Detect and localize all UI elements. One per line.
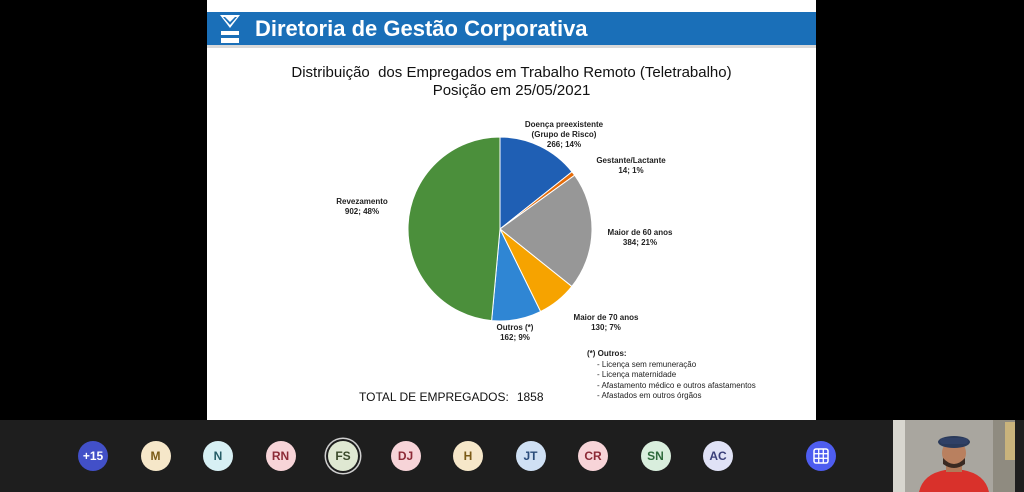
total-value: 1858 bbox=[516, 390, 544, 404]
notes-item: Afastados em outros órgãos bbox=[597, 391, 756, 402]
notes-title: (*) Outros: bbox=[587, 349, 627, 358]
slice-label-maior-70: Maior de 70 anos 130; 7% bbox=[573, 313, 639, 332]
participant-avatar[interactable]: FS bbox=[328, 441, 358, 471]
participant-avatar[interactable]: AC bbox=[703, 441, 733, 471]
notes-item: Afastamento médico e outros afastamentos bbox=[597, 381, 755, 392]
pie-slice-doenca bbox=[499, 136, 573, 231]
presentation-slide: Diretoria de Gestão Corporativa Distribu… bbox=[207, 0, 816, 420]
participant-avatar[interactable]: N bbox=[203, 441, 233, 471]
slice-label-outros: Outros (*) 162; 9% bbox=[496, 323, 534, 342]
chart-title-line-2: Posição em 25/05/2021 bbox=[432, 82, 591, 99]
gallery-view-button[interactable] bbox=[806, 441, 836, 471]
slice-label-revezamento: Revezamento 902; 48% bbox=[336, 197, 388, 216]
total-employees: TOTAL DE EMPREGADOS: 1858 bbox=[359, 390, 544, 404]
notes-item: Licença maternidade bbox=[597, 370, 756, 381]
slice-label-gestante: Gestante/Lactante 14; 1% bbox=[596, 156, 666, 175]
participant-avatar[interactable]: JT bbox=[515, 441, 546, 471]
participant-avatar[interactable]: M bbox=[140, 441, 171, 471]
participants-bar bbox=[0, 420, 1024, 492]
shared-screen: Diretoria de Gestão Corporativa Distribu… bbox=[0, 0, 1024, 420]
cetesb-logo bbox=[220, 15, 240, 43]
notes-box: (*) Outros: Licença sem remuneração Lice… bbox=[587, 349, 756, 402]
participant-avatar[interactable]: CR bbox=[578, 441, 608, 471]
pie-slice-revezamento bbox=[407, 136, 501, 322]
more-participants-button[interactable]: +15 bbox=[78, 441, 108, 471]
participant-avatar[interactable]: DJ bbox=[390, 441, 421, 471]
total-label: TOTAL DE EMPREGADOS: bbox=[359, 390, 509, 404]
slide-banner: Diretoria de Gestão Corporativa bbox=[207, 12, 816, 48]
notes-item: Licença sem remuneração bbox=[597, 360, 756, 371]
participant-avatar[interactable]: RN bbox=[265, 441, 296, 471]
self-video-tile[interactable] bbox=[893, 420, 1015, 492]
banner-title: Diretoria de Gestão Corporativa bbox=[255, 16, 588, 41]
grid-icon bbox=[813, 448, 829, 464]
webcam-person-image bbox=[893, 420, 1015, 492]
participant-avatar[interactable]: H bbox=[453, 441, 483, 471]
chart-title: Distribuição dos Empregados em Trabalho … bbox=[207, 64, 816, 100]
slice-label-doenca: Doença preexistente (Grupo de Risco) 266… bbox=[524, 120, 604, 149]
pie-slice-maior-60 bbox=[499, 174, 593, 288]
participant-avatar[interactable]: SN bbox=[640, 441, 671, 471]
chart-title-line-1: Distribuição dos Empregados em Trabalho … bbox=[291, 64, 732, 81]
pie-chart bbox=[407, 136, 593, 322]
slice-label-maior-60: Maior de 60 anos 384; 21% bbox=[607, 228, 673, 247]
